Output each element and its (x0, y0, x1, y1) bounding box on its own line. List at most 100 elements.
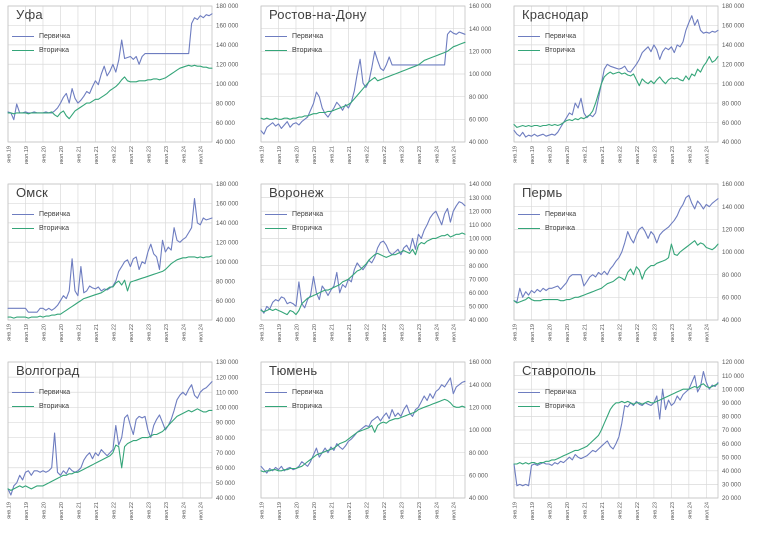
legend-label-secondary: Вторичка (39, 47, 70, 54)
svg-text:янв.22: янв.22 (364, 502, 370, 519)
chart-tile: 40 000 50 000 60 000 70 000 80 000 90 000 100 … (0, 356, 253, 534)
primary-series-line (7, 381, 213, 496)
chart-legend: Первичка Вторичка (518, 211, 576, 239)
chart-title: Омск (16, 185, 49, 200)
svg-text:40 000: 40 000 (216, 495, 235, 502)
primary-series-line (513, 194, 719, 303)
svg-text:янв.21: янв.21 (329, 502, 335, 519)
svg-text:140 000: 140 000 (469, 382, 492, 389)
svg-text:60 000: 60 000 (469, 117, 488, 124)
chart-title: Ростов-на-Дону (269, 7, 367, 22)
x-axis-labels: янв.19 июл.19 янв.20 июл.20 янв.21 июл.21 янв.… (6, 502, 204, 520)
plot-border (260, 183, 466, 321)
svg-text:янв.20: янв.20 (294, 324, 300, 341)
svg-text:180 000: 180 000 (722, 3, 745, 10)
svg-text:140 000: 140 000 (469, 26, 492, 33)
legend-label-secondary: Вторичка (292, 47, 323, 54)
chart-legend: Первичка Вторичка (265, 211, 323, 239)
svg-text:янв.23: янв.23 (146, 502, 152, 519)
chart-plot: 40 000 60 000 80 000 100 000 120 000 140 000 1… (6, 181, 239, 342)
svg-text:60 000: 60 000 (722, 295, 741, 302)
legend-label-secondary: Вторичка (292, 403, 323, 410)
secondary-series-line (513, 55, 719, 128)
y-axis-labels: 40 000 60 000 80 000 100 000 120 000 140 000 1… (216, 3, 239, 146)
svg-text:янв.22: янв.22 (111, 324, 117, 341)
svg-text:30 000: 30 000 (722, 482, 741, 489)
svg-text:40 000: 40 000 (722, 139, 741, 146)
svg-text:50 000: 50 000 (469, 304, 488, 311)
legend-entry-primary: Первичка (518, 33, 576, 40)
primary-series-line (260, 30, 466, 135)
chart-tile: 40 000 60 000 80 000 100 000 120 000 140 000 1… (253, 356, 506, 534)
svg-text:янв.24: янв.24 (687, 324, 693, 341)
legend-label-secondary: Вторичка (39, 225, 70, 232)
svg-text:июл.22: июл.22 (635, 146, 641, 164)
legend-label-primary: Первичка (545, 211, 577, 218)
svg-text:янв.23: янв.23 (146, 146, 152, 163)
svg-text:июл.22: июл.22 (635, 324, 641, 342)
chart-plot: 40 000 60 000 80 000 100 000 120 000 140 000 1… (512, 181, 745, 342)
svg-text:июл.20: июл.20 (59, 502, 65, 520)
legend-entry-primary: Первичка (12, 33, 70, 40)
svg-text:40 000: 40 000 (216, 317, 235, 324)
secondary-series-line (513, 383, 719, 465)
svg-text:80 000: 80 000 (722, 100, 741, 107)
svg-text:60 000: 60 000 (216, 298, 235, 305)
chart-title: Тюмень (269, 363, 318, 378)
legend-label-secondary: Вторичка (545, 225, 576, 232)
plot-border (7, 5, 213, 143)
svg-text:120 000: 120 000 (216, 239, 239, 246)
svg-text:июл.24: июл.24 (199, 502, 205, 520)
svg-text:янв.19: янв.19 (512, 146, 518, 163)
chart-plot: 40 000 60 000 80 000 100 000 120 000 140 000 1… (259, 3, 492, 164)
secondary-line-swatch (12, 50, 34, 51)
legend-entry-secondary: Вторичка (265, 225, 323, 232)
svg-text:50 000: 50 000 (216, 480, 235, 487)
legend-entry-primary: Первичка (265, 389, 323, 396)
svg-text:янв.19: янв.19 (6, 324, 12, 341)
svg-text:янв.23: янв.23 (399, 502, 405, 519)
svg-text:140 000: 140 000 (216, 42, 239, 49)
legend-entry-primary: Первичка (265, 33, 323, 40)
svg-text:янв.21: янв.21 (582, 502, 588, 519)
chart-plot: 40 000 50 000 60 000 70 000 80 000 90 000 100 … (6, 359, 239, 520)
y-axis-labels: 40 000 60 000 80 000 100 000 120 000 140 000 1… (722, 181, 745, 324)
legend-entry-secondary: Вторичка (518, 47, 576, 54)
legend-entry-primary: Первичка (518, 211, 576, 218)
svg-text:100 000: 100 000 (469, 427, 492, 434)
primary-series-line (513, 370, 719, 487)
x-axis-labels: янв.19 июл.19 янв.20 июл.20 янв.21 июл.21 янв.… (512, 502, 710, 520)
svg-text:июл.24: июл.24 (705, 502, 711, 520)
svg-text:70 000: 70 000 (469, 276, 488, 283)
svg-text:июл.19: июл.19 (24, 146, 30, 164)
chart-plot: 40 000 60 000 80 000 100 000 120 000 140 000 1… (6, 3, 239, 164)
svg-text:июл.19: июл.19 (277, 146, 283, 164)
svg-text:янв.22: янв.22 (617, 502, 623, 519)
svg-text:июл.23: июл.23 (670, 502, 676, 520)
svg-text:100 000: 100 000 (469, 236, 492, 243)
svg-text:110 000: 110 000 (722, 373, 744, 380)
svg-text:июл.23: июл.23 (164, 324, 170, 342)
svg-text:янв.23: янв.23 (652, 502, 658, 519)
primary-series-line (260, 201, 466, 314)
legend-label-primary: Первичка (292, 33, 324, 40)
legend-entry-secondary: Вторичка (518, 225, 576, 232)
svg-text:янв.23: янв.23 (146, 324, 152, 341)
svg-text:янв.19: янв.19 (6, 502, 12, 519)
svg-text:июл.23: июл.23 (417, 146, 423, 164)
plot-border (513, 5, 719, 143)
y-axis-labels: 40 000 60 000 80 000 100 000 120 000 140 000 1… (469, 3, 492, 146)
primary-line-swatch (265, 36, 287, 37)
secondary-series-line (7, 255, 213, 319)
svg-text:120 000: 120 000 (722, 359, 745, 366)
svg-text:июл.21: июл.21 (600, 146, 606, 164)
svg-text:янв.21: янв.21 (582, 324, 588, 341)
svg-text:июл.22: июл.22 (382, 502, 388, 520)
svg-text:120 000: 120 000 (216, 374, 239, 381)
svg-text:90 000: 90 000 (216, 420, 235, 427)
svg-text:янв.24: янв.24 (434, 324, 440, 341)
secondary-line-swatch (518, 50, 540, 51)
legend-label-secondary: Вторичка (545, 403, 576, 410)
chart-title: Пермь (522, 185, 563, 200)
